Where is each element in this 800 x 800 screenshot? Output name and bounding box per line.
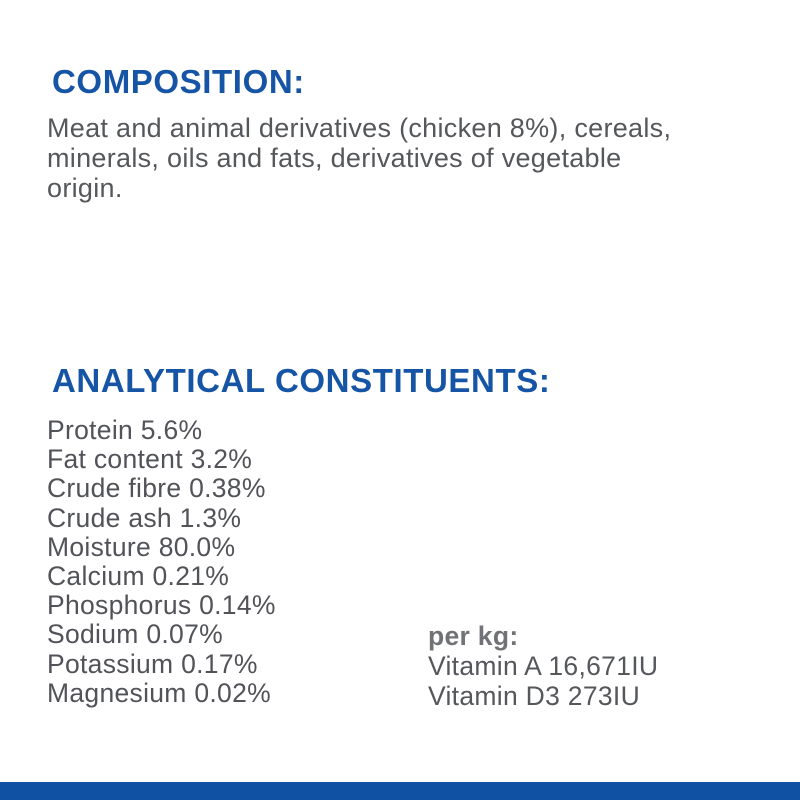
nutrient-row-fat-content: Fat content 3.2%: [47, 445, 276, 474]
nutrient-label: Fat content: [47, 444, 183, 475]
per-kg-section: per kg: Vitamin A 16,671IU Vitamin D3 27…: [428, 621, 658, 711]
vitamin-value: 16,671IU: [548, 651, 659, 681]
nutrient-label: Crude ash: [47, 502, 172, 533]
vitamin-label: Vitamin A: [428, 651, 541, 681]
nutrient-value: 1.3%: [179, 502, 242, 533]
nutrient-value: 0.02%: [194, 677, 271, 708]
nutrient-label: Protein: [47, 415, 134, 445]
nutrient-value: 5.6%: [140, 415, 203, 445]
nutrient-label: Calcium: [47, 561, 145, 592]
composition-body-line: minerals, oils and fats, derivatives of …: [47, 143, 622, 173]
nutrient-value: 0.17%: [181, 648, 258, 679]
composition-body: Meat and animal derivatives (chicken 8%)…: [47, 113, 777, 203]
nutrient-row-potassium: Potassium 0.17%: [47, 648, 276, 679]
nutrient-value: 3.2%: [190, 444, 253, 475]
nutrient-value: 0.38%: [189, 473, 266, 504]
vitamin-row-a: Vitamin A 16,671IU: [428, 651, 658, 681]
nutrient-row-protein: Protein 5.6%: [47, 415, 276, 445]
nutrient-row-crude-ash: Crude ash 1.3%: [47, 502, 276, 533]
nutrient-label: Sodium: [47, 619, 139, 650]
vitamin-row-d3: Vitamin D3 273IU: [428, 681, 658, 711]
nutrient-value: 0.21%: [152, 561, 230, 592]
analytical-constituents-heading: ANALYTICAL CONSTITUENTS:: [52, 362, 551, 399]
nutrient-row-calcium: Calcium 0.21%: [47, 561, 276, 592]
footer-brand-bar: [0, 782, 800, 800]
nutrient-label: Moisture: [47, 531, 152, 562]
nutrient-row-phosphorus: Phosphorus 0.14%: [47, 591, 276, 620]
nutrient-value: 0.07%: [146, 619, 223, 650]
per-kg-heading: per kg:: [428, 621, 519, 651]
nutrient-list: Protein 5.6% Fat content 3.2% Crude fibr…: [47, 415, 276, 708]
nutrient-label: Crude fibre: [47, 473, 182, 504]
nutrient-label: Magnesium: [47, 677, 187, 708]
nutrient-label: Phosphorus: [47, 590, 192, 621]
nutrient-label: Potassium: [47, 648, 174, 679]
nutrient-row-moisture: Moisture 80.0%: [47, 531, 276, 562]
composition-body-line: origin.: [47, 173, 123, 203]
nutrient-value: 0.14%: [199, 590, 276, 621]
vitamin-value: 273IU: [567, 681, 641, 711]
nutrient-row-sodium: Sodium 0.07%: [47, 620, 276, 649]
composition-heading: COMPOSITION:: [52, 63, 305, 100]
nutrient-row-magnesium: Magnesium 0.02%: [47, 677, 276, 708]
composition-body-line: Meat and animal derivatives (chicken 8%)…: [47, 113, 672, 143]
nutrient-row-crude-fibre: Crude fibre 0.38%: [47, 474, 276, 503]
nutrient-value: 80.0%: [158, 531, 236, 562]
vitamin-label: Vitamin D3: [428, 681, 561, 711]
